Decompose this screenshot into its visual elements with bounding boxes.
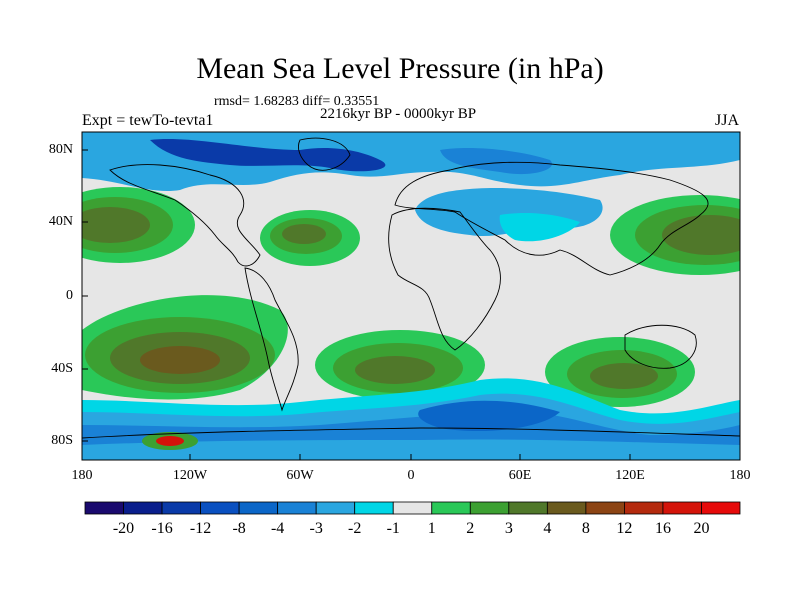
colorbar-label: -3 <box>309 520 323 537</box>
season-label: JJA <box>715 112 740 129</box>
colorbar-label: -20 <box>112 520 135 537</box>
colorbar-label: -2 <box>348 520 362 537</box>
antarctica-coast <box>82 427 740 439</box>
lon-label-180-west: 180 <box>71 468 93 483</box>
colorbar-label: -12 <box>189 520 212 537</box>
north-america-coast <box>109 164 261 267</box>
colorbar-swatch <box>431 501 471 515</box>
eurasia-coast <box>394 161 709 276</box>
colorbar-swatch <box>84 501 124 515</box>
period-subtitle: 2216kyr BP - 0000kyr BP <box>320 106 477 122</box>
colorbar-swatch <box>662 501 702 515</box>
map-title: Mean Sea Level Pressure (in hPa) <box>196 52 604 85</box>
lat-label-80n: 80N <box>48 142 73 157</box>
south-pacific-high <box>82 295 288 400</box>
colorbar-swatch <box>392 501 433 515</box>
experiment-label: Expt = tewTo-tevta1 <box>82 112 214 129</box>
colorbar-swatch <box>469 501 510 515</box>
colorbar-swatch <box>123 501 163 515</box>
arctic-negative-band <box>82 132 740 242</box>
colorbar-swatch <box>238 501 279 515</box>
colorbar-label: 4 <box>543 520 552 537</box>
north-pacific-high-west <box>82 187 195 263</box>
colorbar-label: -16 <box>151 520 173 537</box>
colorbar-swatch <box>315 501 356 515</box>
colorbar-swatch <box>277 501 317 515</box>
colorbar-label: -1 <box>386 520 400 537</box>
south-atlantic-high <box>315 330 485 400</box>
colorbar-label: 16 <box>654 520 671 537</box>
colorbar-swatch <box>585 501 625 515</box>
north-atlantic-high <box>260 210 360 266</box>
colorbar-swatch <box>624 501 664 515</box>
colorbar <box>84 501 741 515</box>
coastlines <box>82 137 740 439</box>
lon-label-60w: 60W <box>286 468 314 483</box>
lat-label-80s: 80S <box>51 433 73 448</box>
lat-label-40s: 40S <box>51 361 73 376</box>
colorbar-swatch <box>508 501 548 515</box>
colorbar-label: -4 <box>270 520 285 537</box>
colorbar-swatch <box>701 501 741 515</box>
colorbar-swatch <box>354 501 394 515</box>
southern-ocean-negative-band <box>82 378 740 460</box>
colorbar-label: -8 <box>232 520 246 537</box>
lon-label-120w: 120W <box>172 468 208 483</box>
colorbar-label: 1 <box>427 520 436 537</box>
colorbar-label: 20 <box>693 520 710 537</box>
colorbar-swatch <box>546 501 587 515</box>
colorbar-label: 12 <box>616 520 633 537</box>
lon-label-0: 0 <box>407 468 415 483</box>
colorbar-label: 2 <box>466 520 475 537</box>
africa-coast <box>388 207 501 351</box>
rmsd-diff-stats: rmsd= 1.68283 diff= 0.33551 <box>214 94 380 109</box>
greenland-coast <box>297 137 351 171</box>
pressure-field <box>82 132 740 460</box>
australia-coast <box>624 324 697 369</box>
lon-label-120e: 120E <box>615 468 645 483</box>
colorbar-label: 8 <box>581 520 590 537</box>
colorbar-swatch <box>200 501 240 515</box>
lon-label-60e: 60E <box>508 468 532 483</box>
north-pacific-high-east <box>610 195 740 275</box>
lat-label-0: 0 <box>66 288 73 303</box>
lon-label-180-east: 180 <box>729 468 751 483</box>
indian-ocean-high <box>545 337 695 407</box>
colorbar-label: 3 <box>504 520 513 537</box>
lat-label-40n: 40N <box>48 214 73 229</box>
axis-ticks <box>82 149 631 460</box>
colorbar-swatch <box>161 501 201 515</box>
south-america-coast <box>244 267 299 412</box>
